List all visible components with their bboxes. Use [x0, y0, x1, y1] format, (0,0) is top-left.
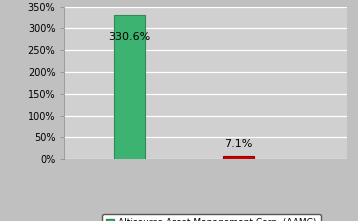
Text: 330.6%: 330.6%: [108, 32, 151, 42]
Bar: [115, 15, 145, 159]
Bar: [223, 156, 254, 159]
Legend: Altisource Asset Management Corp. (AAMC), S&P 500: Altisource Asset Management Corp. (AAMC)…: [102, 214, 321, 221]
Text: 7.1%: 7.1%: [224, 139, 253, 149]
